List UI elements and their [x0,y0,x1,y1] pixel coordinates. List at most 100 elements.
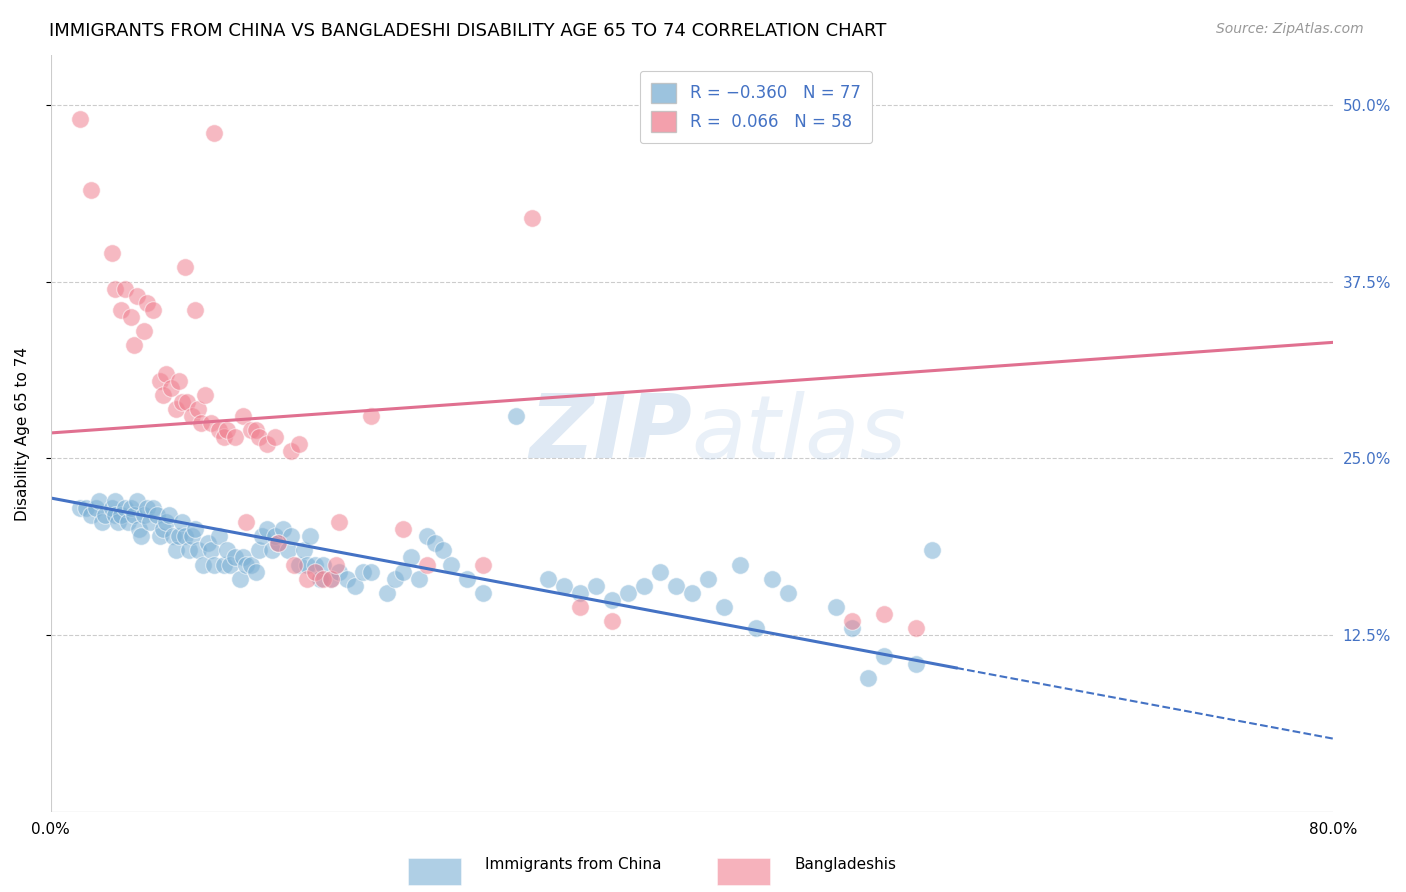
Point [100,246,122,260]
Point [232,550,254,565]
Y-axis label: Disability Age 65 to 74: Disability Age 65 to 74 [15,347,30,521]
Legend: R = −0.360   N = 77, R =  0.066   N = 58: R = −0.360 N = 77, R = 0.066 N = 58 [640,71,872,144]
Point [247,430,270,444]
Point [212,430,235,444]
Point [745,621,768,635]
Point [152,522,174,536]
Point [75,500,97,515]
Point [425,536,447,550]
Point [110,508,132,522]
Point [665,579,688,593]
Point [440,558,463,572]
Point [208,423,231,437]
Point [375,586,398,600]
Point [288,437,311,451]
Point [187,401,209,416]
Point [217,423,239,437]
Point [232,409,254,423]
Point [841,621,863,635]
Point [616,586,638,600]
Point [384,572,406,586]
Point [416,558,439,572]
Point [921,543,943,558]
Point [260,543,283,558]
Point [312,572,335,586]
Point [128,522,150,536]
Point [80,508,103,522]
Point [94,508,117,522]
Point [191,558,214,572]
Point [69,500,91,515]
Point [240,558,263,572]
Point [114,500,136,515]
Point [122,338,145,352]
Point [127,493,149,508]
Point [280,529,302,543]
Point [149,374,172,388]
Point [905,657,928,671]
Point [553,579,575,593]
Text: ZIP: ZIP [529,390,692,477]
Point [505,409,527,423]
Point [761,572,783,586]
Point [194,388,217,402]
Point [681,586,703,600]
Point [408,572,430,586]
Point [167,374,190,388]
Point [172,394,194,409]
Point [229,572,252,586]
Point [247,543,270,558]
Point [520,211,543,225]
Point [776,586,799,600]
Point [155,367,177,381]
Point [456,572,478,586]
Point [184,302,207,317]
Point [91,515,114,529]
Point [245,423,267,437]
Point [336,572,359,586]
Point [288,558,311,572]
Point [208,529,231,543]
Point [321,572,343,586]
Point [252,529,274,543]
Point [165,543,187,558]
Point [107,515,129,529]
Point [360,565,382,579]
Point [139,515,162,529]
Point [841,614,863,628]
Text: Immigrants from China: Immigrants from China [485,857,662,872]
Point [309,572,332,586]
Point [162,529,184,543]
Point [728,558,751,572]
Point [696,572,718,586]
Point [174,529,197,543]
Point [472,558,495,572]
Point [69,112,91,126]
Point [142,500,165,515]
Point [136,500,159,515]
Point [825,599,848,614]
Point [283,558,305,572]
Point [100,500,122,515]
Point [127,288,149,302]
Point [120,500,142,515]
Point [267,536,290,550]
Point [292,543,315,558]
Point [312,558,335,572]
Point [264,529,287,543]
Point [304,565,326,579]
Point [132,508,155,522]
Point [401,550,423,565]
Point [256,522,278,536]
Point [344,579,367,593]
Point [172,515,194,529]
Point [219,558,242,572]
Point [104,493,127,508]
Point [104,282,127,296]
Point [256,437,278,451]
Point [87,493,110,508]
Point [267,536,290,550]
Point [245,565,267,579]
Point [264,430,287,444]
Point [235,515,257,529]
